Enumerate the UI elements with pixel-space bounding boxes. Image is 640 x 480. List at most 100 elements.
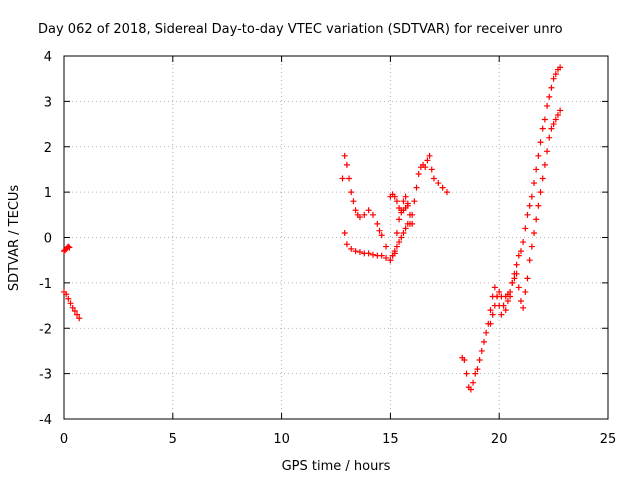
data-point: [504, 298, 511, 305]
data-point: [383, 243, 390, 250]
data-point: [443, 189, 450, 196]
data-point: [424, 157, 431, 164]
data-point: [69, 304, 76, 311]
data-point: [539, 125, 546, 132]
data-point: [541, 161, 548, 168]
data-point: [463, 370, 470, 377]
data-point: [413, 184, 420, 191]
series-segment-e: [387, 191, 411, 216]
data-point: [552, 71, 559, 78]
data-point: [526, 257, 533, 264]
data-point: [396, 205, 403, 212]
data-point: [491, 302, 498, 309]
data-point: [511, 275, 518, 282]
data-point: [507, 293, 514, 300]
x-tick-label: 10: [273, 432, 290, 447]
data-point: [535, 152, 542, 159]
data-point: [415, 170, 422, 177]
data-point: [402, 225, 409, 232]
grid: [64, 56, 608, 419]
data-point: [369, 251, 376, 258]
data-point: [404, 200, 411, 207]
data-point: [391, 248, 398, 255]
data-point: [533, 166, 540, 173]
series-segment-c: [339, 152, 450, 264]
axis-ticks: 0 5 10 15 20 25 -4 -3 -2 -1 0 1 2 3 4: [39, 50, 616, 447]
data-point: [470, 379, 477, 386]
data-point: [339, 175, 346, 182]
data-point: [517, 298, 524, 305]
data-point: [524, 211, 531, 218]
data-points: [61, 64, 564, 393]
y-tick-label: -2: [39, 322, 52, 337]
data-point: [65, 243, 72, 250]
data-point: [531, 229, 538, 236]
data-point: [483, 329, 490, 336]
series-segment-b: [61, 288, 83, 322]
y-tick-label: 4: [44, 50, 52, 65]
data-point: [557, 107, 564, 114]
y-tick-label: 2: [44, 141, 52, 156]
x-tick-label: 25: [600, 432, 617, 447]
data-point: [369, 211, 376, 218]
data-point: [474, 366, 481, 373]
data-point: [528, 193, 535, 200]
data-point: [498, 293, 505, 300]
data-point: [515, 252, 522, 259]
data-point: [476, 357, 483, 364]
data-point: [393, 198, 400, 205]
data-point: [398, 234, 405, 241]
data-point: [515, 284, 522, 291]
y-tick-label: 3: [44, 95, 52, 110]
data-point: [528, 243, 535, 250]
data-point: [472, 370, 479, 377]
data-point: [539, 175, 546, 182]
data-point: [537, 189, 544, 196]
x-axis-label: GPS time / hours: [282, 459, 391, 474]
data-point: [387, 257, 394, 264]
data-point: [557, 64, 564, 71]
data-point: [554, 111, 561, 118]
y-tick-label: 1: [44, 186, 52, 201]
y-axis-label: SDTVAR / TECUs: [7, 185, 22, 292]
data-point: [489, 311, 496, 318]
x-tick-label: 15: [382, 432, 399, 447]
data-point: [480, 338, 487, 345]
data-point: [356, 249, 363, 256]
data-point: [544, 102, 551, 109]
y-tick-label: 0: [44, 232, 52, 247]
chart-title: Day 062 of 2018, Sidereal Day-to-day VTE…: [38, 22, 563, 37]
data-point: [541, 116, 548, 123]
data-point: [552, 116, 559, 123]
data-point: [548, 84, 555, 91]
data-point: [361, 211, 368, 218]
data-point: [546, 93, 553, 100]
data-point: [393, 243, 400, 250]
data-point: [391, 193, 398, 200]
data-point: [65, 295, 72, 302]
data-point: [343, 241, 350, 248]
data-point: [533, 216, 540, 223]
data-point: [531, 180, 538, 187]
data-point: [411, 198, 418, 205]
data-point: [520, 304, 527, 311]
data-point: [396, 239, 403, 246]
data-point: [400, 198, 407, 205]
data-point: [513, 261, 520, 268]
data-point: [428, 166, 435, 173]
data-point: [406, 211, 413, 218]
data-point: [509, 279, 516, 286]
data-point: [378, 252, 385, 259]
data-point: [496, 288, 503, 295]
y-tick-label: -1: [39, 277, 52, 292]
data-point: [502, 307, 509, 314]
data-point: [467, 386, 474, 393]
data-point: [343, 161, 350, 168]
data-point: [63, 291, 70, 298]
data-point: [396, 216, 403, 223]
data-point: [439, 184, 446, 191]
series-segment-a: [61, 243, 73, 255]
data-point: [350, 198, 357, 205]
data-point: [348, 189, 355, 196]
series-segment-f: [459, 64, 564, 393]
